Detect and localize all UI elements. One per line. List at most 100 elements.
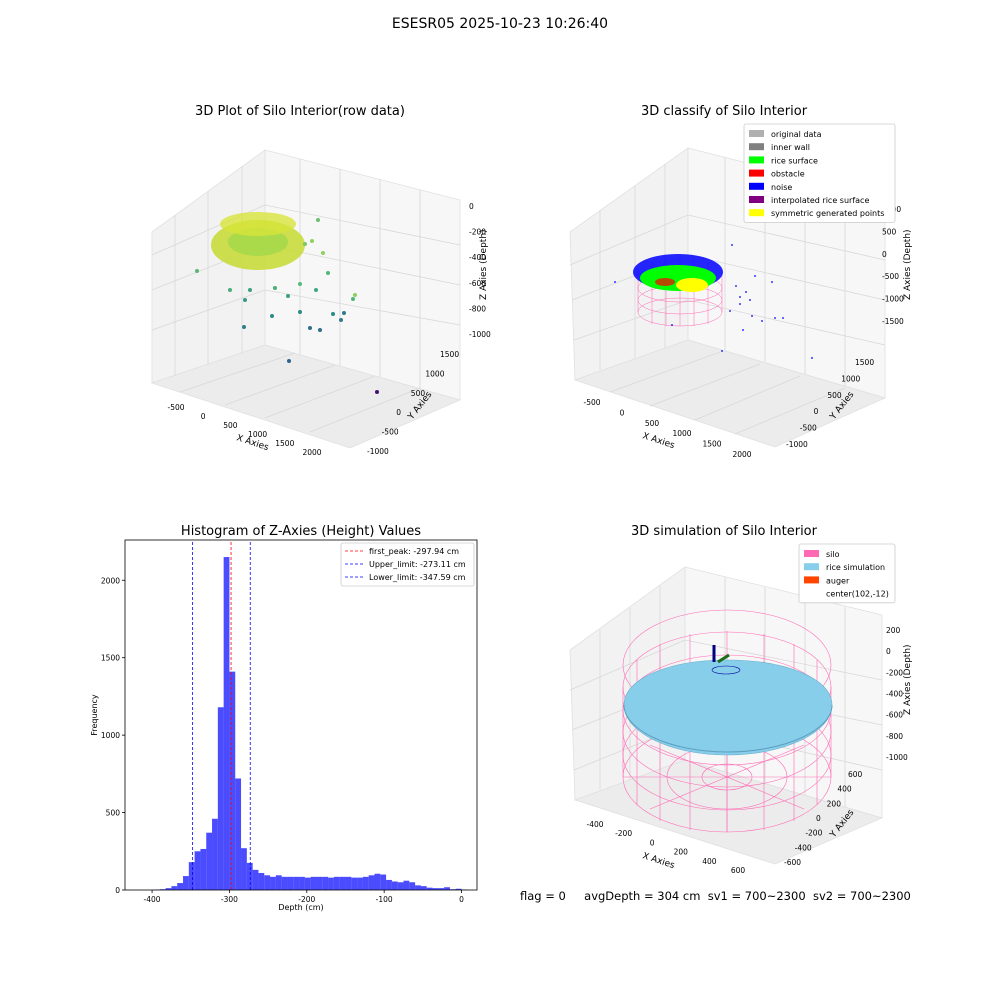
histogram-bar bbox=[403, 880, 410, 890]
classify-legend-label: original data bbox=[771, 130, 822, 139]
classify-legend-label: obstacle bbox=[771, 170, 805, 179]
classify-legend-label: noise bbox=[771, 183, 792, 192]
histogram-bar bbox=[270, 876, 276, 890]
classify-x-tick-label: 0 bbox=[620, 408, 625, 417]
classify-x-tick-label: 1500 bbox=[702, 440, 721, 449]
histogram-bar bbox=[304, 877, 311, 890]
simulation-x-tick-label: -400 bbox=[586, 820, 603, 829]
histogram-bar bbox=[397, 882, 404, 890]
histogram-bar bbox=[217, 707, 224, 890]
raw-scatter-point bbox=[342, 311, 346, 315]
histogram-bar bbox=[420, 886, 427, 890]
histogram-bar bbox=[357, 877, 363, 890]
histogram-bar bbox=[444, 887, 450, 890]
histogram-y-tick-label: 0 bbox=[115, 886, 120, 895]
raw-scatter-point bbox=[351, 297, 355, 301]
histogram-bar bbox=[241, 848, 247, 890]
status-flag: flag = 0 bbox=[520, 889, 566, 903]
simulation-legend-box bbox=[798, 543, 896, 604]
classify-noise-point bbox=[754, 275, 756, 277]
classify-noise-point bbox=[735, 285, 737, 287]
classify-noise-point bbox=[745, 291, 747, 293]
classify-legend: original data inner wall rice surface obsta… bbox=[743, 123, 896, 223]
simulation-legend-swatch bbox=[804, 550, 819, 557]
histogram-bar bbox=[223, 557, 230, 890]
simulation-z-tick-label: -800 bbox=[886, 732, 903, 741]
classify-noise-point bbox=[739, 303, 741, 305]
raw-z-tick-label: -600 bbox=[469, 279, 486, 288]
simulation-x-tick-label: 600 bbox=[731, 866, 746, 875]
raw-scatter-point bbox=[339, 318, 343, 322]
histogram-bar bbox=[275, 875, 282, 890]
histogram-bar bbox=[328, 877, 334, 890]
classify-y-tick-label: -1000 bbox=[786, 440, 808, 449]
status-sv2: sv2 = 700~2300 bbox=[812, 889, 911, 903]
histogram-bar bbox=[177, 883, 184, 890]
histogram-bar bbox=[235, 778, 242, 890]
simulation-legend-swatch bbox=[804, 563, 819, 571]
histogram-bar bbox=[287, 876, 294, 890]
raw-scatter-point bbox=[287, 359, 291, 363]
status-sv1: sv1 = 700~2300 bbox=[707, 889, 806, 903]
histogram-bar bbox=[246, 862, 253, 890]
histogram-bar bbox=[339, 876, 346, 890]
classify-x-tick-label: 500 bbox=[645, 419, 660, 428]
raw-scatter-point bbox=[310, 239, 314, 243]
raw-3d-plot: -500 0 500 1000 1500 2000 -1000 -500 0 500 1000 150… bbox=[150, 0, 491, 457]
raw-x-tick-label: 1000 bbox=[248, 430, 267, 439]
classify-legend-label: rice surface bbox=[771, 156, 818, 165]
classify-legend-swatch bbox=[749, 182, 764, 190]
classify-xlabel: X Axies bbox=[641, 431, 676, 451]
raw-scatter-point bbox=[326, 271, 330, 275]
classify-noise-point bbox=[614, 281, 616, 283]
raw-x-tick-label: -500 bbox=[167, 403, 184, 412]
simulation-legend-label: center(102,-12) bbox=[826, 590, 889, 599]
histogram-y-tick-label: 500 bbox=[106, 809, 121, 818]
histogram-xlabel: Depth (cm) bbox=[278, 903, 323, 912]
raw-zlabel: Z Axies (Depth) bbox=[479, 229, 489, 300]
classify-noise-point bbox=[739, 296, 741, 298]
raw-scatter-point bbox=[303, 242, 307, 246]
raw-y-tick-label: 1000 bbox=[425, 369, 444, 378]
simulation-auger bbox=[711, 645, 741, 675]
histogram-bar bbox=[351, 877, 358, 890]
classify-legend-label: inner wall bbox=[771, 143, 810, 152]
raw-scatter-point bbox=[228, 288, 232, 292]
simulation-plot-title: 3D simulation of Silo Interior bbox=[631, 524, 817, 539]
classify-legend-swatch bbox=[749, 143, 764, 151]
status-line: flag = 0 avgDepth = 304 cm sv1 = 700~230… bbox=[520, 889, 911, 903]
histogram-bar bbox=[333, 876, 340, 890]
classify-legend-swatch bbox=[749, 156, 764, 164]
histogram-x-tick-label: -400 bbox=[144, 895, 161, 904]
raw-z-tick-label: -400 bbox=[469, 253, 486, 262]
raw-x-tick-label: 2000 bbox=[302, 448, 321, 457]
histogram-bar bbox=[368, 875, 375, 890]
classify-z-tick-label: -500 bbox=[882, 272, 899, 281]
classify-noise-point bbox=[671, 324, 673, 326]
histogram-bar bbox=[455, 888, 462, 890]
simulation-x-tick-label: -200 bbox=[615, 829, 632, 838]
raw-scatter-point bbox=[318, 328, 322, 332]
raw-y-tick-label: 0 bbox=[396, 408, 401, 417]
histogram-legend: first_peak: -297.94 cm Upper_limit: -273.… bbox=[340, 542, 475, 587]
histogram-bar bbox=[183, 876, 189, 890]
histogram-bar bbox=[194, 851, 201, 890]
simulation-y-tick-label: -400 bbox=[795, 843, 812, 852]
raw-scatter-point bbox=[375, 390, 379, 394]
histogram-frame bbox=[124, 539, 478, 891]
histogram-bar bbox=[322, 876, 329, 890]
histogram-bar bbox=[200, 848, 207, 890]
simulation-x-tick-label: 200 bbox=[674, 848, 689, 857]
classify-y-tick-label: -500 bbox=[800, 424, 817, 433]
histogram-bar bbox=[409, 882, 416, 890]
histogram-bar bbox=[188, 862, 195, 890]
histogram-legend-box bbox=[340, 542, 475, 587]
raw-y-tick-label: 500 bbox=[411, 389, 426, 398]
classify-y-tick-label: 0 bbox=[814, 407, 819, 416]
simulation-legend-swatch bbox=[804, 576, 819, 584]
simulation-y-tick-label: -600 bbox=[784, 858, 801, 867]
raw-scatter-point bbox=[242, 325, 246, 329]
histogram-bar bbox=[316, 876, 323, 890]
histogram-bar bbox=[438, 888, 445, 890]
simulation-x-tick-label: 0 bbox=[650, 838, 655, 847]
